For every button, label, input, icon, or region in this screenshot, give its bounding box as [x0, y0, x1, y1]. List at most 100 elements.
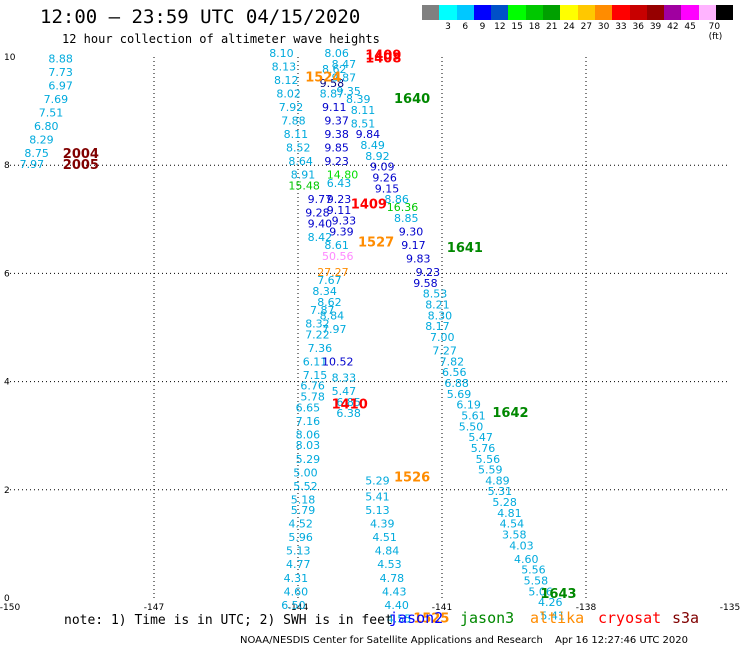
wave-height-label: 5.58 — [524, 574, 549, 587]
wave-height-label: 5.96 — [288, 531, 313, 544]
x-tick-label: -141 — [432, 603, 452, 613]
wave-height-label: 3.58 — [502, 528, 527, 541]
wave-height-label: 5.13 — [286, 545, 311, 558]
scale-swatch — [612, 5, 630, 20]
wave-height-label: 5.56 — [521, 564, 546, 577]
satellite-jason3: jason3 — [460, 609, 515, 627]
wave-height-label: 8.61 — [324, 239, 349, 252]
scale-swatch — [698, 5, 717, 20]
wave-height-label: 6.19 — [456, 399, 481, 412]
wave-height-label: 5.29 — [296, 453, 321, 466]
scale-label: 42 — [667, 22, 679, 32]
scale-swatch — [491, 5, 509, 20]
wave-height-label: 5.28 — [492, 496, 517, 509]
wave-height-label: 5.13 — [365, 504, 390, 517]
scale-swatch — [646, 5, 665, 20]
x-tick-label: -144 — [288, 603, 309, 613]
wave-height-label: 5.47 — [468, 431, 493, 444]
wave-height-label: 9.35 — [336, 85, 361, 98]
pass-time-label: 2004 — [63, 147, 99, 162]
wave-height-label: 50.56 — [322, 250, 354, 263]
wave-height-label: 15.48 — [288, 180, 320, 193]
wave-height-label: 5.41 — [365, 491, 390, 504]
wave-height-label: 9.09 — [370, 161, 395, 174]
wave-height-label: 9.85 — [324, 142, 349, 155]
wave-height-label: 4.53 — [377, 558, 402, 571]
wave-height-label: 4.31 — [284, 572, 309, 585]
wave-height-label: 5.06 — [528, 585, 553, 598]
wave-height-label: 5.00 — [293, 466, 318, 479]
wave-height-label: 8.11 — [351, 104, 376, 117]
wave-height-label: 9.39 — [329, 226, 354, 239]
wave-height-label: 6.88 — [444, 377, 469, 390]
scale-label: 3 — [445, 22, 451, 32]
wave-height-label: 6.56 — [442, 366, 467, 379]
wave-height-label: 8.51 — [351, 117, 376, 130]
wave-height-label: 9.38 — [324, 128, 349, 141]
pass-time-label: 1527 — [358, 235, 394, 250]
wave-height-label: 8.30 — [428, 309, 453, 322]
y-tick-label: 0 — [4, 594, 10, 604]
scale-label: 45 — [684, 22, 696, 32]
scale-swatch — [439, 5, 457, 20]
scale-label: 21 — [546, 22, 558, 32]
y-tick-label: 2 — [4, 486, 10, 496]
wave-height-label: 9.37 — [324, 115, 349, 128]
wave-height-label: 5.41 — [540, 610, 565, 623]
wave-height-label: 4.40 — [384, 599, 409, 612]
wave-height-label: 8.13 — [272, 61, 297, 74]
pass-time-label: 2005 — [63, 158, 99, 173]
scale-swatch — [560, 5, 578, 20]
wave-height-label: 4.52 — [288, 518, 313, 531]
wave-height-label: 9.17 — [401, 239, 426, 252]
wave-height-label: 9.26 — [372, 171, 397, 184]
wave-height-label: 7.51 — [39, 107, 64, 120]
x-tick-label: -135 — [720, 603, 740, 613]
wave-height-label: 4.60 — [284, 585, 309, 598]
wave-height-label: 4.78 — [380, 572, 405, 585]
wave-height-label: 7.97 — [322, 323, 347, 336]
wave-height-label: 9.23 — [416, 266, 441, 279]
wave-height-label: 5.47 — [332, 385, 357, 398]
wave-height-label: 4.81 — [497, 507, 522, 520]
wave-height-label: 4.60 — [514, 553, 539, 566]
wave-height-label: 8.11 — [284, 128, 309, 141]
scale-swatch — [664, 5, 682, 20]
y-tick-label: 4 — [4, 378, 10, 388]
x-tick-label: -150 — [0, 603, 20, 613]
wave-height-label: 8.12 — [274, 74, 299, 87]
pass-time-label: 1409 — [351, 197, 387, 212]
wave-height-label: 9.84 — [356, 128, 381, 141]
wave-height-label: 8.03 — [296, 439, 321, 452]
wave-height-label: 6.97 — [48, 79, 73, 92]
wave-height-label: 4.54 — [500, 518, 524, 531]
wave-height-label: 9.11 — [327, 204, 352, 217]
wave-height-label: 9.23 — [327, 193, 352, 206]
scale-swatch — [473, 5, 492, 20]
wave-height-label: 8.10 — [269, 47, 294, 60]
scale-swatch — [629, 5, 647, 20]
wave-height-label: 4.89 — [485, 474, 510, 487]
wave-height-label: 6.38 — [336, 407, 361, 420]
y-tick-label: 10 — [4, 53, 16, 63]
pass-time-label: 1642 — [492, 406, 528, 421]
wave-height-label: 5.50 — [459, 420, 484, 433]
scale-swatch — [577, 5, 595, 20]
map-subtitle: 12 hour collection of altimeter wave hei… — [62, 32, 380, 46]
wave-height-label: 9.87 — [332, 71, 357, 84]
satellite-s3a: s3a — [672, 609, 700, 627]
pass-time-label: 1640 — [394, 92, 430, 107]
wave-height-label: 6.43 — [327, 177, 352, 190]
wave-height-label: 5.29 — [365, 474, 390, 487]
scale-swatch — [594, 5, 613, 20]
wave-height-label: 7.67 — [317, 274, 342, 287]
pass-time-label: 1410 — [332, 398, 368, 413]
pass-time-label: 1524 — [305, 70, 341, 85]
wave-height-label: 8.88 — [48, 52, 73, 65]
wave-height-label: 8.06 — [296, 428, 321, 441]
scale-swatch — [508, 5, 526, 20]
pass-time-label: 1643 — [540, 587, 576, 602]
wave-height-label: 8.17 — [425, 320, 450, 333]
wave-height-label: 9.40 — [308, 217, 333, 230]
scale-swatch — [525, 5, 544, 20]
